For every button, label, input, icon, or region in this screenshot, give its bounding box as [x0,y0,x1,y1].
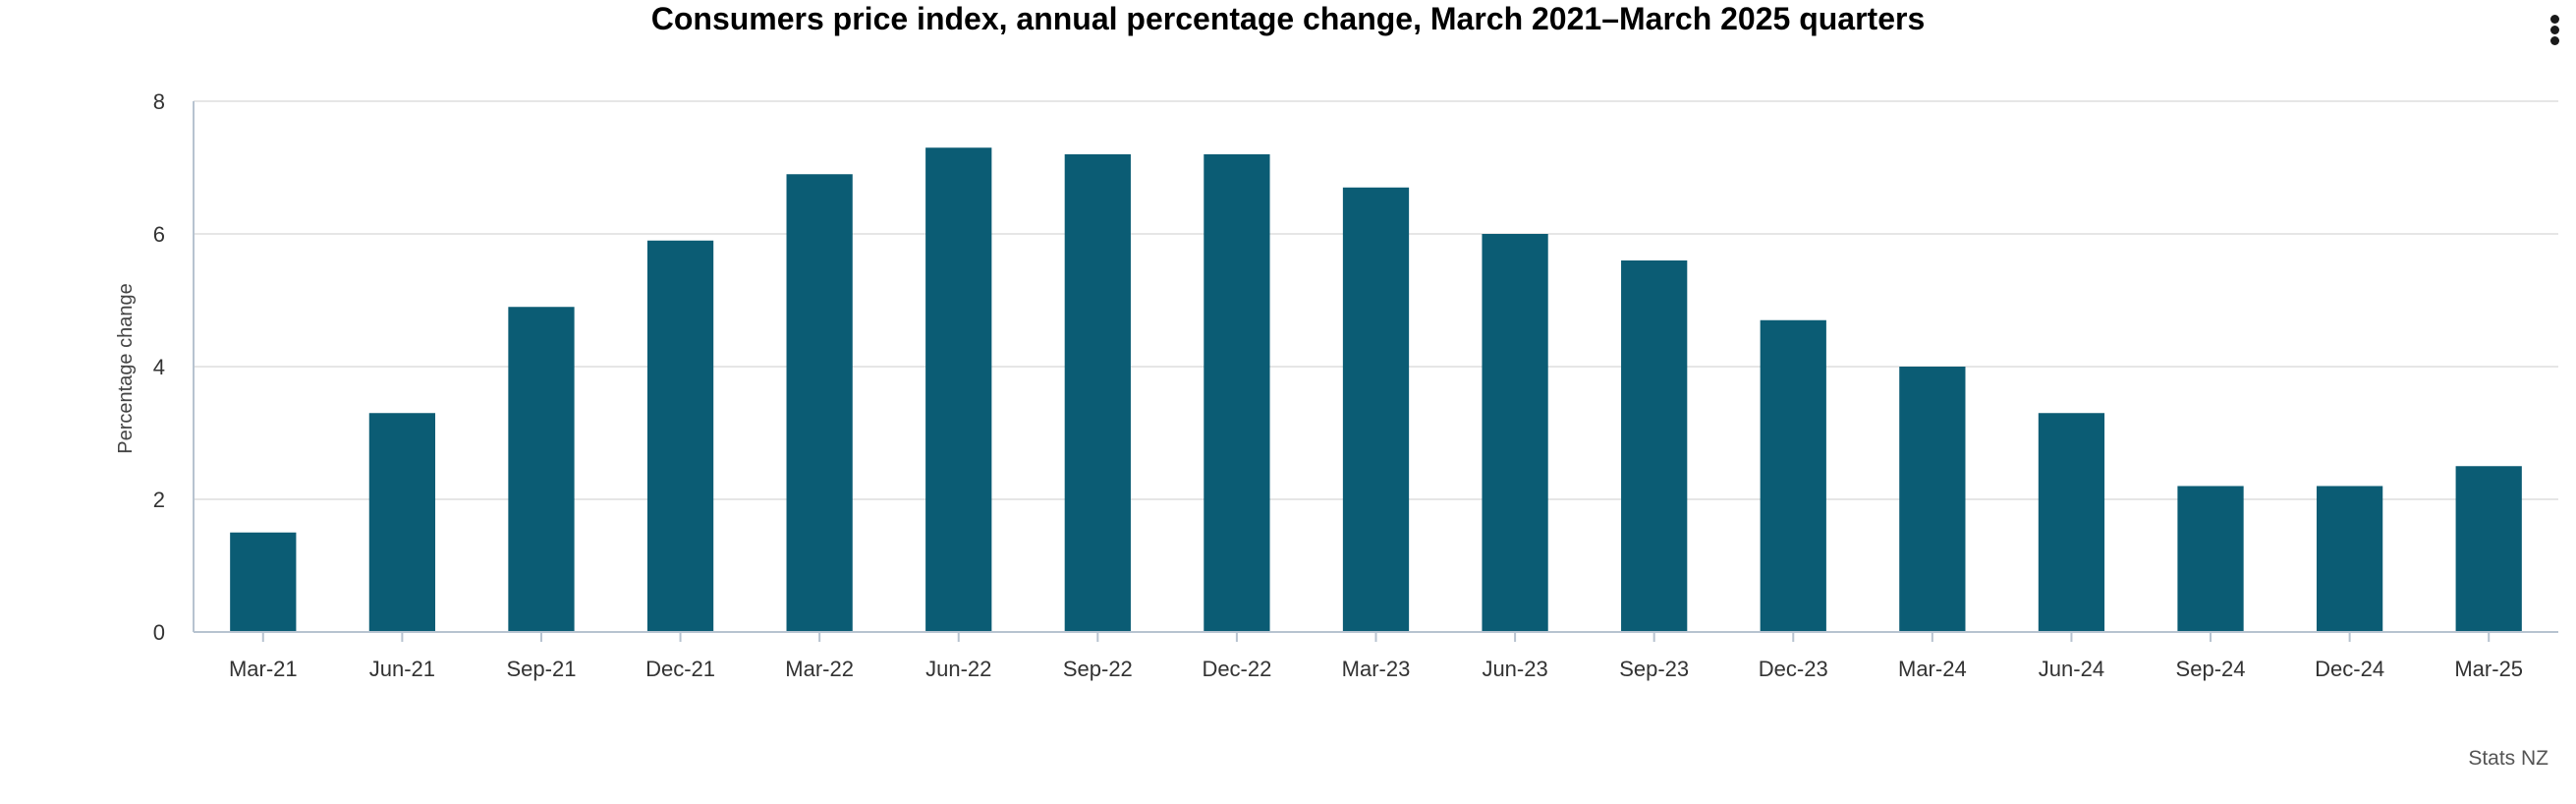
bar-mar-23[interactable] [1342,187,1410,632]
y-axis-ticks: 0 2 4 6 8 [153,89,165,645]
bar-sep-22[interactable] [1064,154,1131,632]
x-tick-label: Jun-24 [2039,657,2104,681]
bar-dec-21[interactable] [646,240,714,632]
x-tick-label: Dec-21 [645,657,715,681]
y-axis-title: Percentage change [115,283,137,453]
bar-jun-21[interactable] [368,413,436,632]
bar-jun-24[interactable] [2038,413,2105,632]
chart-title: Consumers price index, annual percentage… [651,1,1926,36]
bar-mar-22[interactable] [786,174,853,632]
bar-jun-23[interactable] [1482,234,1548,632]
x-tick-label: Dec-24 [2315,657,2384,681]
x-tick-label: Mar-22 [785,657,854,681]
bar-mar-24[interactable] [1899,367,1966,632]
bar-sep-23[interactable] [1621,260,1688,632]
x-tick-label: Sep-24 [2176,657,2246,681]
bars [230,147,2522,632]
x-tick-label: Mar-25 [2454,657,2523,681]
bar-mar-21[interactable] [230,532,297,632]
credits-label: Stats NZ [2468,747,2548,770]
bar-sep-21[interactable] [508,307,575,632]
bar-sep-24[interactable] [2177,486,2244,633]
bar-dec-24[interactable] [2316,486,2383,633]
x-tick-label: Jun-22 [925,657,991,681]
x-tick-label: Jun-21 [369,657,435,681]
x-axis: Mar-21 Jun-21 Sep-21 Dec-21 Mar-22 Jun-22 Sep-… [193,101,2558,681]
bar-dec-23[interactable] [1760,319,1826,632]
more-vertical-icon [2533,8,2576,51]
bar-dec-22[interactable] [1204,154,1270,632]
x-tick-label: Sep-23 [1619,657,1689,681]
bar-jun-22[interactable] [925,147,992,632]
chart-menu-button[interactable] [2533,8,2576,51]
bar-mar-25[interactable] [2455,466,2522,632]
y-tick-label: 8 [153,89,165,114]
x-tick-label: Sep-21 [506,657,576,681]
x-tick-label: Mar-21 [229,657,298,681]
x-tick-label: Dec-23 [1759,657,1828,681]
y-tick-label: 2 [153,488,165,512]
y-tick-label: 4 [153,355,165,379]
y-tick-label: 6 [153,222,165,247]
x-tick-label: Mar-24 [1898,657,1967,681]
x-tick-label: Sep-22 [1063,657,1133,681]
x-tick-label: Jun-23 [1482,657,1547,681]
x-tick-label: Dec-22 [1202,657,1271,681]
y-tick-label: 0 [153,620,165,645]
x-tick-label: Mar-23 [1342,657,1411,681]
